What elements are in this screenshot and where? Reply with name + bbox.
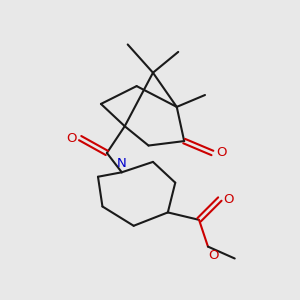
Text: O: O xyxy=(216,146,226,160)
Text: O: O xyxy=(66,132,76,145)
Text: O: O xyxy=(224,193,234,206)
Text: N: N xyxy=(117,157,127,170)
Text: O: O xyxy=(208,249,219,262)
